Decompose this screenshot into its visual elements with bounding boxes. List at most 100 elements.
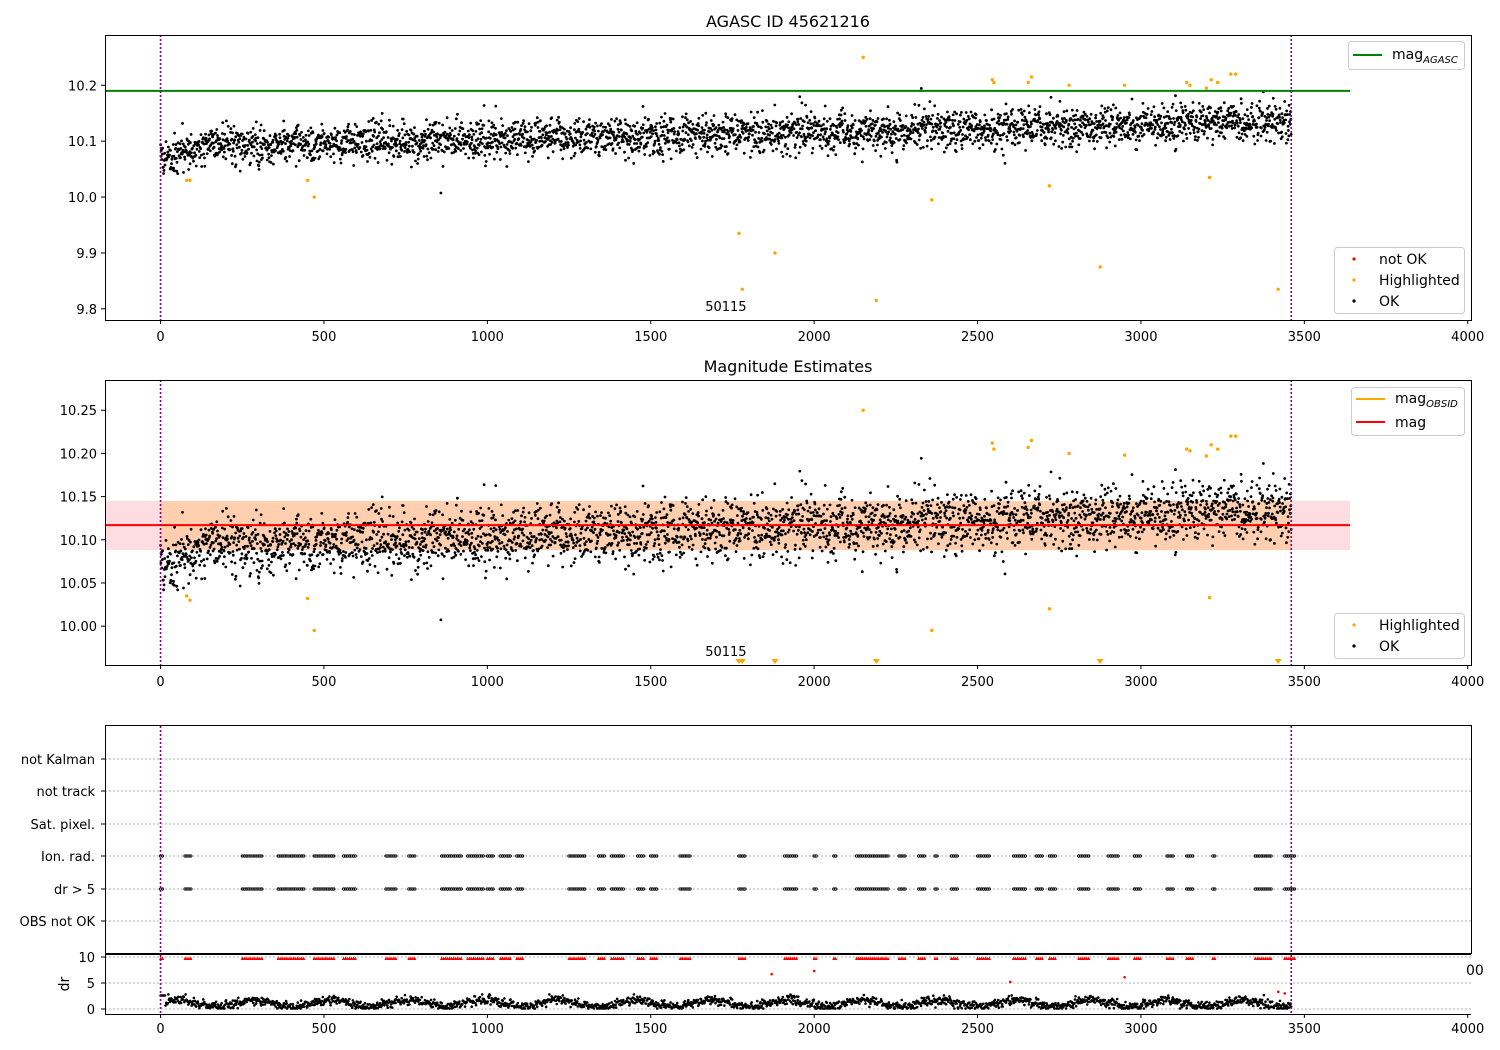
highlighted-point [184, 178, 189, 182]
highlighted-point [305, 178, 310, 182]
highlighted-point [1204, 86, 1208, 90]
highlighted-point [1029, 438, 1034, 443]
dr-outlier-point [1283, 992, 1287, 995]
magnitude-line-legend: magOBSID mag [1351, 387, 1465, 436]
dr-x-tick-label: 1000 [471, 1022, 504, 1037]
flag-row-labels: not Kalman not track Sat. pixel. Ion. rad. d… [20, 753, 105, 930]
magnitude-y-ticks: 10.00 10.05 10.10 10.15 10.20 10.25 [60, 404, 105, 635]
legend-highlighted-label: Highlighted [1379, 273, 1460, 289]
y-tick-label: 10.00 [60, 620, 97, 635]
magnitude-estimates-panel: Magnitude Estimates 50115 10.00 10.05 10.1… [60, 357, 1484, 690]
offscale-markers [735, 659, 1282, 664]
highlighted-point [1234, 434, 1238, 438]
flag-markers [158, 854, 1297, 891]
highlighted-point [1184, 447, 1189, 451]
legend-mag-agasc-label: magAGASC [1392, 47, 1458, 66]
highlighted-point [737, 231, 741, 236]
flag-row-label: OBS not OK [20, 915, 96, 930]
highlighted-point [990, 78, 994, 82]
highlighted-point [861, 408, 865, 412]
magnitude-x-ticks: 0 500 1000 1500 2000 2500 3000 3500 4000 [156, 665, 1484, 690]
flag-marker-group [158, 887, 1297, 891]
flag-marker-group [158, 854, 1297, 858]
x-tick-label: 1500 [634, 675, 667, 690]
x-tick-label: 3000 [1124, 330, 1157, 345]
offscale-triangle-marker [872, 659, 880, 664]
agasc-panel: AGASC ID 45621216 50115 9.8 9.9 10.0 10.1 10… [68, 12, 1484, 345]
y-tick-label: 10.05 [60, 577, 97, 592]
x-tick-label: 3000 [1124, 675, 1157, 690]
dr-y-tick-label: 5 [87, 977, 95, 992]
y-tick-label: 9.9 [76, 247, 97, 262]
x-tick-label: 3500 [1288, 675, 1321, 690]
agasc-line-legend: magAGASC [1348, 41, 1465, 70]
highlighted-point [1209, 78, 1213, 82]
clipped-tick-label: 00 [1466, 963, 1484, 979]
highlighted-point [1026, 80, 1030, 85]
agasc-title: AGASC ID 45621216 [706, 12, 870, 31]
legend-not-ok-label: not OK [1379, 252, 1427, 268]
flag-row-label: dr > 5 [54, 883, 95, 898]
legend-highlighted-marker [1352, 623, 1356, 627]
dr-x-tick-label: 500 [312, 1022, 337, 1037]
dr-x-tick-label: 3500 [1288, 1022, 1321, 1037]
y-tick-label: 10.0 [68, 191, 97, 206]
highlighted-points [184, 408, 1238, 633]
dr-x-ticks: 0 500 1000 1500 2000 2500 3000 3500 4000 [156, 1014, 1484, 1037]
x-tick-label: 500 [312, 675, 337, 690]
y-tick-label: 10.25 [60, 404, 97, 419]
dr-x-tick-label: 2500 [961, 1022, 994, 1037]
legend-ok-marker [1352, 299, 1356, 303]
highlighted-point [1216, 447, 1220, 451]
ok-point-cloud [159, 87, 1293, 195]
magnitude-axes-frame [105, 380, 1472, 666]
dr-clipped-marker-group [159, 956, 1297, 960]
highlighted-point [1098, 265, 1102, 269]
highlighted-point [1234, 72, 1238, 76]
legend-mag-obsid-label: magOBSID [1395, 391, 1458, 410]
agasc-x-ticks: 0 500 1000 1500 2000 2500 3000 3500 4000 [156, 320, 1484, 345]
highlighted-point [1122, 83, 1127, 87]
dr-point-cloud [159, 993, 1293, 1010]
dr-outlier-point [1276, 990, 1280, 994]
highlighted-point [312, 195, 316, 199]
x-tick-label: 2000 [798, 675, 831, 690]
highlighted-point [992, 80, 996, 85]
highlighted-point [305, 596, 310, 601]
highlighted-point [312, 628, 316, 633]
obs-boundaries [159, 726, 1293, 954]
flag-row-label: not Kalman [21, 753, 95, 768]
flags-panel: not Kalman not track Sat. pixel. Ion. rad. d… [20, 725, 1472, 954]
agasc-axes-frame [105, 35, 1472, 321]
highlighted-point [1067, 83, 1071, 87]
x-tick-label: 4000 [1451, 675, 1484, 690]
legend-not-ok-marker [1352, 257, 1356, 261]
highlighted-point [1207, 175, 1212, 180]
dr-x-tick-label: 3000 [1124, 1022, 1157, 1037]
flag-row-label: Sat. pixel. [31, 818, 95, 833]
obsid-label: 50115 [705, 300, 746, 315]
highlighted-point [1209, 443, 1213, 447]
legend-ok-marker [1352, 644, 1356, 648]
offscale-triangle-marker [1274, 659, 1282, 664]
x-tick-label: 4000 [1451, 330, 1484, 345]
dr-y-axis-label: dr [57, 976, 73, 991]
highlighted-point [188, 178, 192, 182]
flag-row-label: Ion. rad. [41, 850, 95, 865]
highlighted-point [1188, 83, 1192, 87]
highlighted-point [1122, 453, 1127, 457]
dr-x-tick-label: 4000 [1451, 1022, 1484, 1037]
obs-boundaries [159, 380, 1293, 665]
dr-points [159, 993, 1293, 1010]
offscale-triangle-marker [738, 659, 746, 664]
y-tick-label: 10.10 [60, 534, 97, 549]
highlighted-point [773, 251, 777, 255]
dr-y-tick-label: 0 [87, 1003, 95, 1018]
obsid-label: 50115 [705, 645, 746, 660]
highlighted-point [1276, 287, 1280, 291]
y-tick-label: 10.2 [68, 79, 97, 94]
x-tick-label: 2000 [798, 330, 831, 345]
agasc-points-legend: not OK Highlighted OK [1334, 247, 1465, 314]
flags-axes-frame [105, 725, 1472, 954]
